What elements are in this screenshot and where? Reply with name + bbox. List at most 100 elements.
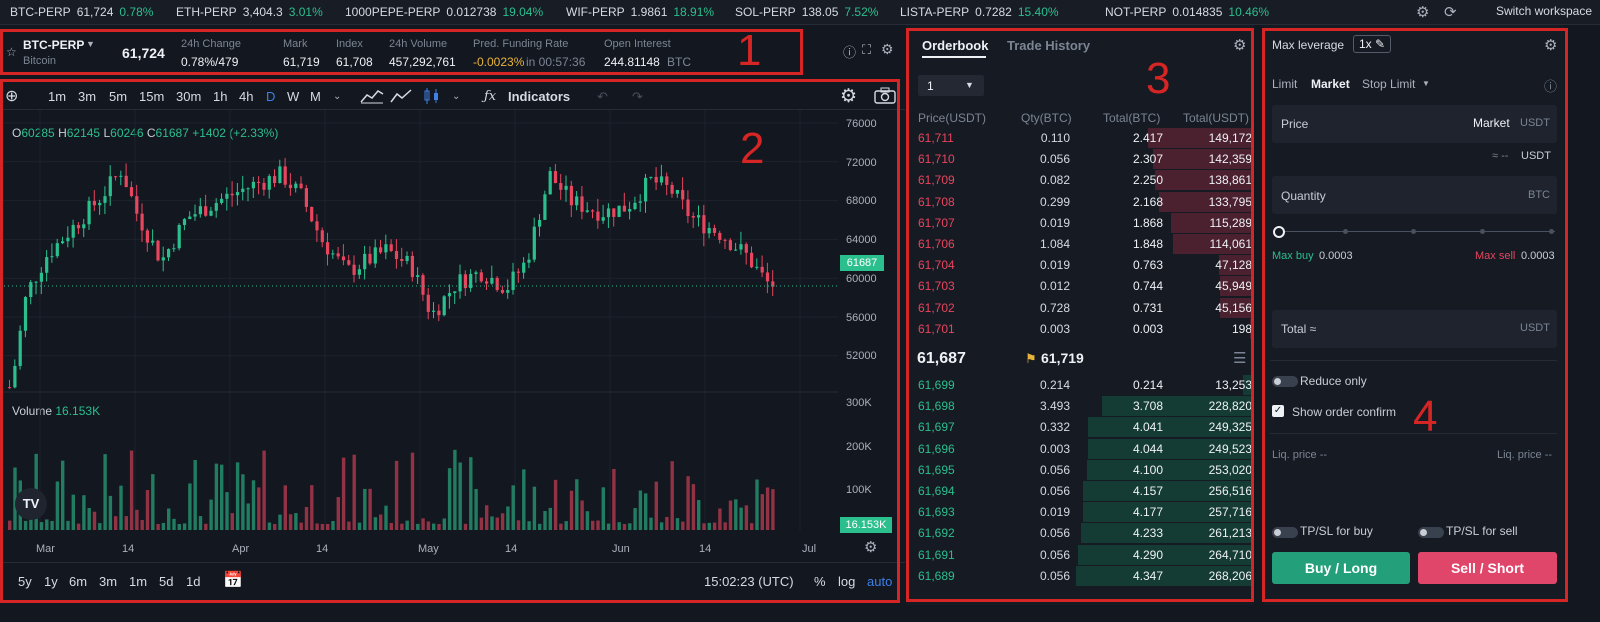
orderbook-row[interactable]: 61,711 0.110 2.417 149,172 bbox=[917, 128, 1252, 149]
percent-toggle[interactable]: % bbox=[814, 574, 826, 589]
interval-1h[interactable]: 1h bbox=[213, 89, 228, 104]
tab-orderbook[interactable]: Orderbook bbox=[922, 38, 989, 53]
ticker-item[interactable]: SOL-PERP 138.05 7.52% bbox=[735, 5, 878, 19]
orderbook-row[interactable]: 61,696 0.003 4.044 249,523 bbox=[917, 438, 1252, 460]
grouping-select[interactable]: 1 ▼ bbox=[918, 75, 984, 96]
orderbook-row[interactable]: 61,707 0.019 1.868 115,289 bbox=[917, 212, 1252, 234]
buy-long-button[interactable]: Buy / Long bbox=[1272, 552, 1410, 584]
interval-15m[interactable]: 15m bbox=[139, 89, 165, 104]
sell-short-button[interactable]: Sell / Short bbox=[1418, 552, 1557, 584]
area-chart-icon[interactable] bbox=[360, 88, 384, 104]
orderbook-row[interactable]: 61,706 1.084 1.848 114,061 bbox=[917, 234, 1252, 255]
ticker-item[interactable]: BTC-PERP 61,724 0.78% bbox=[10, 5, 153, 19]
interval-5m[interactable]: 5m bbox=[109, 89, 128, 104]
slider-stop[interactable] bbox=[1549, 229, 1554, 234]
ticker-item[interactable]: WIF-PERP 1.9861 18.91% bbox=[566, 5, 714, 19]
tradingview-logo[interactable]: TV bbox=[15, 488, 47, 520]
ticker-item[interactable]: NOT-PERP 0.014835 10.46% bbox=[1105, 5, 1269, 19]
undo-icon[interactable]: ↶ bbox=[597, 89, 608, 104]
range-1d[interactable]: 1d bbox=[186, 574, 201, 589]
ticker-item[interactable]: 1000PEPE-PERP 0.012738 19.04% bbox=[345, 5, 543, 19]
slider-stop[interactable] bbox=[1343, 229, 1348, 234]
slider-stop[interactable] bbox=[1480, 229, 1485, 234]
range-1m[interactable]: 1m bbox=[129, 574, 148, 589]
total-field[interactable]: Total ≈ USDT bbox=[1272, 310, 1557, 348]
price-chart[interactable] bbox=[0, 110, 905, 540]
info-icon[interactable]: ⓘ bbox=[843, 45, 857, 60]
orderbook-row[interactable]: 61,698 3.493 3.708 228,820 bbox=[917, 396, 1252, 417]
range-6m[interactable]: 6m bbox=[69, 574, 88, 589]
interval-3m[interactable]: 3m bbox=[78, 89, 97, 104]
interval-4h[interactable]: 4h bbox=[239, 89, 254, 104]
add-circle-icon[interactable]: ⊕ bbox=[5, 88, 19, 105]
orderbook-row[interactable]: 61,692 0.056 4.233 261,213 bbox=[917, 523, 1252, 544]
range-5d[interactable]: 5d bbox=[159, 574, 174, 589]
auto-toggle[interactable]: auto bbox=[867, 574, 893, 589]
interval-1m[interactable]: 1m bbox=[48, 89, 67, 104]
gear-icon[interactable]: ⚙ bbox=[1233, 37, 1247, 54]
chevron-down-icon[interactable]: ⌄ bbox=[452, 91, 461, 102]
symbol-selector[interactable]: BTC-PERP bbox=[23, 38, 85, 52]
chevron-down-icon[interactable]: ▼ bbox=[86, 39, 95, 49]
orderbook-row[interactable]: 61,693 0.019 4.177 257,716 bbox=[917, 502, 1252, 523]
interval-m[interactable]: M bbox=[310, 89, 321, 104]
orderbook-row[interactable]: 61,694 0.056 4.157 256,516 bbox=[917, 481, 1252, 502]
ticker-item[interactable]: ETH-PERP 3,404.3 3.01% bbox=[176, 5, 323, 19]
orderbook-row[interactable]: 61,691 0.056 4.290 264,710 bbox=[917, 544, 1252, 566]
fullscreen-icon[interactable]: ⛶ bbox=[862, 42, 872, 57]
switch-workspace-button[interactable]: Switch workspace bbox=[1495, 4, 1592, 18]
tab-limit[interactable]: Limit bbox=[1272, 77, 1298, 91]
quantity-field[interactable]: Quantity BTC bbox=[1272, 176, 1557, 214]
chevron-down-icon[interactable]: ⌄ bbox=[333, 91, 342, 102]
settings-icon[interactable]: ⚙ bbox=[864, 539, 878, 556]
tab-trade-history[interactable]: Trade History bbox=[1007, 38, 1091, 53]
orderbook-row[interactable]: 61,702 0.728 0.731 45,156 bbox=[917, 297, 1252, 319]
redo-icon[interactable]: ↷ bbox=[632, 89, 643, 104]
slider-handle[interactable] bbox=[1273, 226, 1285, 238]
interval-30m[interactable]: 30m bbox=[176, 89, 202, 104]
orderbook-row[interactable]: 61,697 0.332 4.041 249,325 bbox=[917, 417, 1252, 438]
interval-w[interactable]: W bbox=[287, 89, 300, 104]
range-5y[interactable]: 5y bbox=[18, 574, 32, 589]
refresh-icon[interactable]: ⟳ bbox=[1444, 4, 1457, 21]
show-confirm-checkbox[interactable]: ✓ bbox=[1272, 405, 1284, 417]
orderbook-row[interactable]: 61,710 0.056 2.307 142,359 bbox=[917, 149, 1252, 170]
leverage-button[interactable]: 1x ✎ bbox=[1353, 35, 1392, 53]
gear-icon[interactable]: ⚙ bbox=[1544, 37, 1558, 54]
tab-stop-limit[interactable]: Stop Limit bbox=[1362, 77, 1416, 91]
range-3m[interactable]: 3m bbox=[99, 574, 118, 589]
gear-icon[interactable]: ⚙ bbox=[1416, 4, 1430, 21]
info-icon[interactable]: ⓘ bbox=[1544, 79, 1558, 94]
chevron-down-icon[interactable]: ▼ bbox=[1422, 79, 1430, 88]
camera-icon[interactable] bbox=[874, 87, 896, 104]
tab-market[interactable]: Market bbox=[1311, 77, 1350, 91]
indicators-button[interactable]: Indicators bbox=[508, 89, 571, 104]
orderbook-row[interactable]: 61,689 0.056 4.347 268,206 bbox=[917, 565, 1252, 587]
star-icon[interactable]: ☆ bbox=[6, 45, 17, 59]
slider-stop[interactable] bbox=[1411, 229, 1416, 234]
function-icon[interactable]: ƒx bbox=[484, 89, 497, 104]
gear-icon[interactable]: ⚙ bbox=[881, 41, 894, 57]
clock-readout[interactable]: 15:02:23 (UTC) bbox=[704, 574, 794, 589]
orderbook-row[interactable]: 61,704 0.019 0.763 47,128 bbox=[917, 255, 1252, 276]
tpsl-buy-toggle[interactable] bbox=[1272, 527, 1298, 538]
orderbook-row[interactable]: 61,708 0.299 2.168 133,795 bbox=[917, 191, 1252, 213]
price-field[interactable]: Price Market USDT bbox=[1272, 105, 1557, 143]
log-toggle[interactable]: log bbox=[838, 574, 856, 589]
orderbook-row[interactable]: 61,695 0.056 4.100 253,020 bbox=[917, 459, 1252, 481]
quantity-slider[interactable] bbox=[1277, 231, 1555, 232]
orderbook-row[interactable]: 61,703 0.012 0.744 45,949 bbox=[917, 276, 1252, 297]
calendar-icon[interactable]: 📅 bbox=[223, 572, 243, 589]
layout-icon[interactable]: ☰ bbox=[1233, 350, 1247, 367]
tpsl-sell-toggle[interactable] bbox=[1418, 527, 1444, 538]
ticker-item[interactable]: LISTA-PERP 0.7282 15.40% bbox=[900, 5, 1059, 19]
orderbook-row[interactable]: 61,699 0.214 0.214 13,253 bbox=[917, 375, 1252, 396]
orderbook-row[interactable]: 61,701 0.003 0.003 198 bbox=[917, 318, 1252, 340]
interval-d[interactable]: D bbox=[266, 89, 276, 104]
gear-icon[interactable]: ⚙ bbox=[840, 86, 858, 107]
candlestick-icon[interactable] bbox=[422, 87, 442, 105]
orderbook-row[interactable]: 61,709 0.082 2.250 138,861 bbox=[917, 170, 1252, 191]
range-1y[interactable]: 1y bbox=[44, 574, 58, 589]
line-chart-icon[interactable] bbox=[390, 88, 412, 104]
reduce-only-toggle[interactable] bbox=[1272, 376, 1298, 387]
